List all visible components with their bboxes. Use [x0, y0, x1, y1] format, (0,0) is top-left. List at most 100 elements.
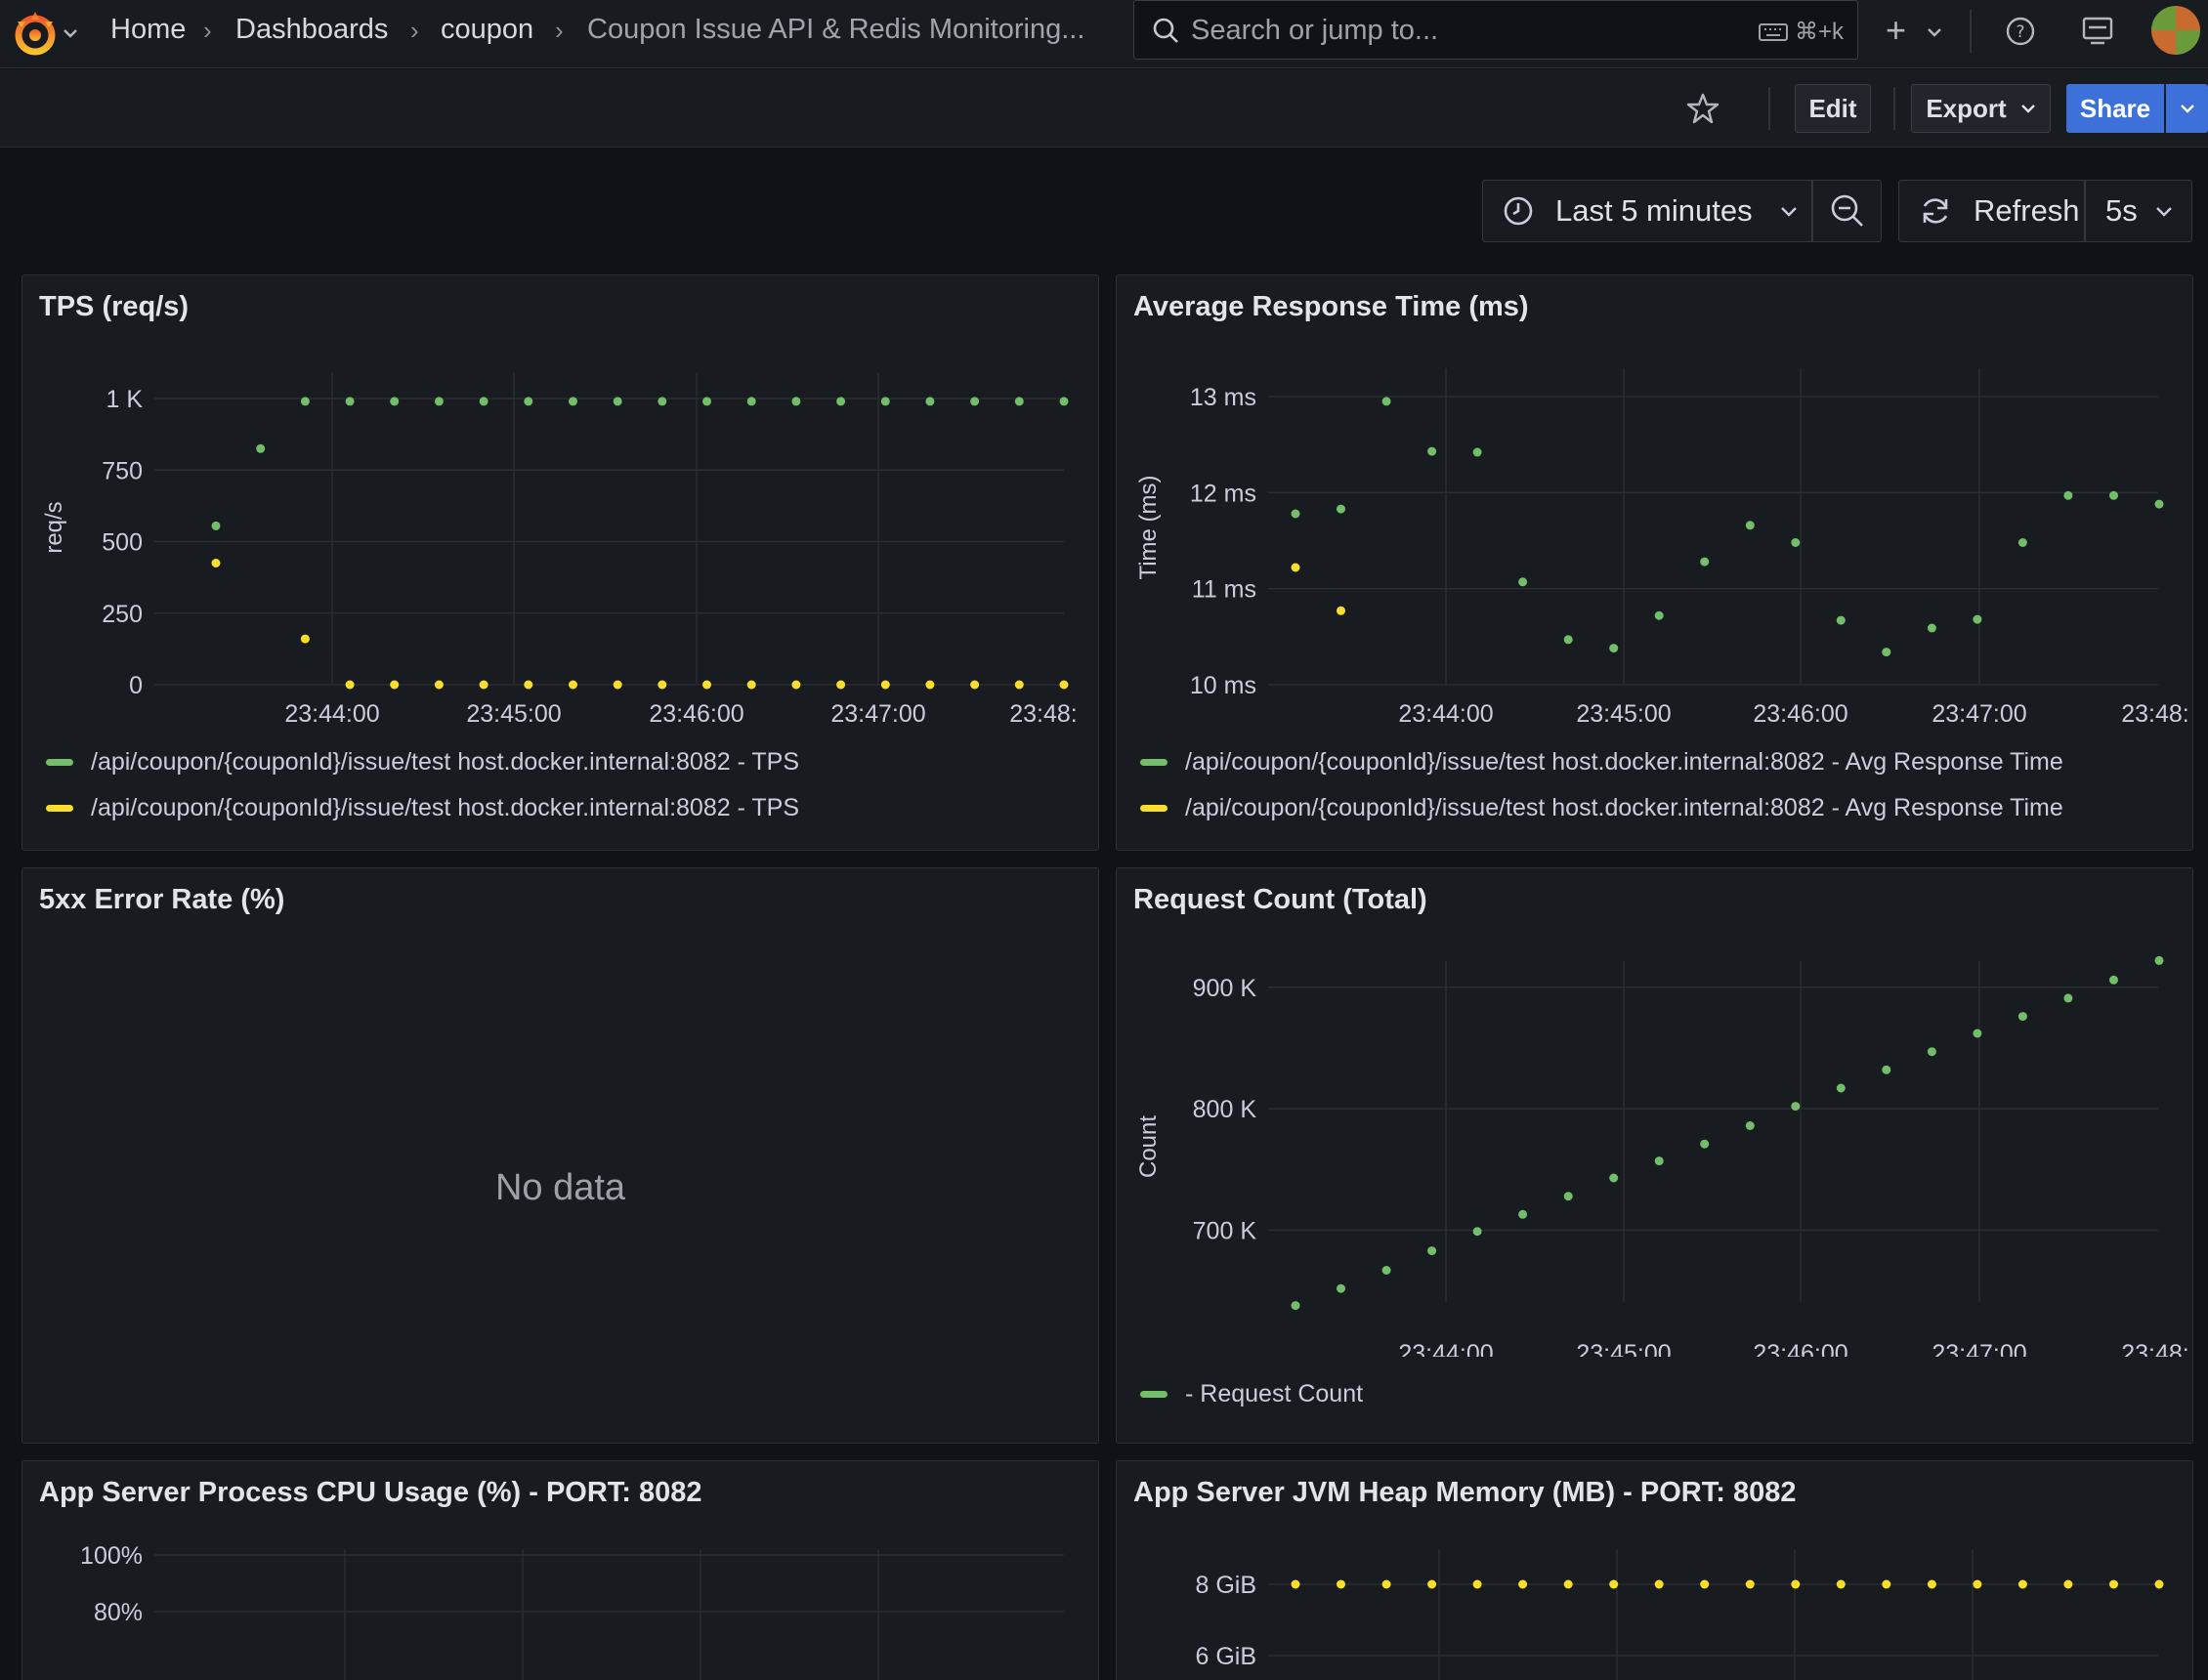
grafana-logo-icon[interactable] [10, 8, 61, 59]
data-point [1700, 557, 1710, 567]
data-point [345, 680, 355, 690]
x-tick-label: 23:45:00 [1576, 1340, 1671, 1357]
panel-title[interactable]: App Server JVM Heap Memory (MB) - PORT: … [1133, 1477, 1797, 1508]
data-point [2063, 993, 2073, 1003]
data-point [1745, 1121, 1755, 1130]
legend-label: /api/coupon/{couponId}/issue/test host.d… [1185, 794, 2063, 821]
refresh-interval-picker[interactable]: 5s [2085, 180, 2192, 242]
data-point [1291, 509, 1300, 519]
share-button[interactable]: Share [2066, 84, 2164, 133]
panel-request-count[interactable]: Request Count (Total) 700 K 800 K 900 K 23:… [1116, 867, 2193, 1444]
legend-item[interactable]: /api/coupon/{couponId}/issue/test host.d… [46, 748, 799, 777]
data-point [880, 680, 890, 690]
data-point [1059, 680, 1069, 690]
chevron-down-icon [2020, 105, 2035, 113]
data-point [1337, 1579, 1345, 1589]
refresh-interval-label: 5s [2105, 193, 2138, 228]
no-data-message: No data [494, 1167, 626, 1208]
response-time-chart[interactable]: 10 ms 11 ms 12 ms 13 ms 23:44:00 23:45:00 23:4… [1117, 275, 2193, 725]
data-point [1882, 1579, 1891, 1589]
tps-chart[interactable]: 0 250 500 750 1 K 23:44:00 23:45:00 23:46:00 23:… [22, 275, 1099, 725]
y-axis-label: Count [1135, 1115, 1162, 1178]
data-point [2017, 538, 2027, 547]
data-point [300, 397, 310, 406]
edit-button[interactable]: Edit [1795, 84, 1871, 133]
panel-title[interactable]: 5xx Error Rate (%) [39, 884, 285, 915]
legend-item[interactable]: /api/coupon/{couponId}/issue/test host.d… [1140, 748, 2063, 777]
panel-heap-memory[interactable]: App Server JVM Heap Memory (MB) - PORT: … [1116, 1460, 2193, 1680]
data-point [1927, 1047, 1936, 1057]
x-tick-label: 23:48: [2121, 1340, 2189, 1357]
data-point [1381, 397, 1391, 406]
breadcrumb-separator-icon: › [203, 16, 212, 45]
y-tick-label: 800 K [1193, 1096, 1257, 1123]
chevron-down-icon[interactable] [63, 27, 78, 39]
breadcrumb-coupon[interactable]: coupon [441, 14, 534, 45]
data-point [1291, 1301, 1300, 1311]
zoom-out-button[interactable] [1812, 180, 1882, 242]
panel-error-rate[interactable]: 5xx Error Rate (%) No data [21, 867, 1099, 1444]
breadcrumb-dashboards[interactable]: Dashboards [235, 14, 389, 45]
data-point [1745, 521, 1755, 530]
y-tick-label: 12 ms [1190, 480, 1256, 507]
data-point [1472, 1227, 1482, 1237]
legend-item[interactable]: - Request Count [1140, 1380, 1363, 1408]
data-point [1059, 397, 1069, 406]
y-axis-label: Time (ms) [1135, 475, 1162, 579]
cpu-usage-chart[interactable]: 80%100%% [22, 1461, 1099, 1680]
data-point [1518, 1579, 1528, 1589]
y-tick-label: 900 K [1193, 975, 1257, 1002]
y-tick-label: 13 ms [1190, 384, 1256, 411]
panel-tps[interactable]: TPS (req/s) 0 250 500 750 1 K 23:44:00 23:45:0… [21, 274, 1099, 851]
data-point [1927, 623, 1936, 633]
top-bar: Home › Dashboards › coupon › Coupon Issu… [0, 0, 2208, 68]
export-button[interactable]: Export [1911, 84, 2051, 133]
panel-title[interactable]: Average Response Time (ms) [1133, 291, 1529, 322]
data-point [925, 397, 935, 406]
data-point [2063, 1579, 2073, 1589]
refresh-button[interactable]: Refresh [1898, 180, 2085, 242]
chevron-down-icon[interactable] [1927, 26, 1942, 38]
plus-icon[interactable]: + [1886, 10, 1907, 50]
breadcrumb-home[interactable]: Home [110, 14, 187, 45]
data-point [1291, 1579, 1300, 1589]
legend-label: - Request Count [1185, 1380, 1364, 1407]
time-range-picker[interactable]: Last 5 minutes [1482, 180, 1812, 242]
data-point [925, 680, 935, 690]
avatar[interactable] [2151, 6, 2200, 55]
help-icon[interactable]: ? [2005, 16, 2036, 47]
data-point [2109, 490, 2118, 500]
data-point [1472, 1579, 1482, 1589]
y-tick-label: 500 [102, 529, 143, 557]
data-point [1427, 1246, 1437, 1256]
share-menu-button[interactable] [2166, 84, 2208, 133]
search-input[interactable]: Search or jump to... ⌘+k [1133, 0, 1858, 60]
star-icon[interactable] [1686, 92, 1720, 125]
data-point [702, 680, 711, 690]
time-range-label: Last 5 minutes [1555, 193, 1753, 228]
panel-response-time[interactable]: Average Response Time (ms) 10 ms 11 ms 12 … [1116, 274, 2193, 851]
data-point [1427, 1579, 1437, 1589]
panel-cpu-usage[interactable]: App Server Process CPU Usage (%) - PORT:… [21, 1460, 1099, 1680]
panel-title[interactable]: TPS (req/s) [39, 291, 190, 322]
legend-swatch [46, 805, 73, 812]
data-point [1427, 446, 1437, 456]
y-tick-label: 750 [102, 457, 143, 484]
data-point [2154, 499, 2164, 509]
legend-item[interactable]: /api/coupon/{couponId}/issue/test host.d… [1140, 794, 2063, 822]
legend-swatch [1140, 759, 1168, 766]
data-point [836, 397, 846, 406]
data-point [658, 397, 667, 406]
request-count-chart[interactable]: 700 K 800 K 900 K 23:44:00 23:45:00 23:46:00 2… [1117, 868, 2193, 1357]
data-point [1882, 1065, 1891, 1074]
kiosk-icon[interactable] [2081, 16, 2114, 47]
panel-title[interactable]: App Server Process CPU Usage (%) - PORT:… [39, 1477, 702, 1508]
data-point [569, 680, 577, 690]
legend-item[interactable]: /api/coupon/{couponId}/issue/test host.d… [46, 794, 799, 822]
x-tick-label: 23:47:00 [1932, 1340, 2026, 1357]
data-point [1882, 648, 1891, 657]
data-point [1563, 1192, 1573, 1201]
panel-title[interactable]: Request Count (Total) [1133, 884, 1427, 915]
data-point [1836, 615, 1846, 625]
